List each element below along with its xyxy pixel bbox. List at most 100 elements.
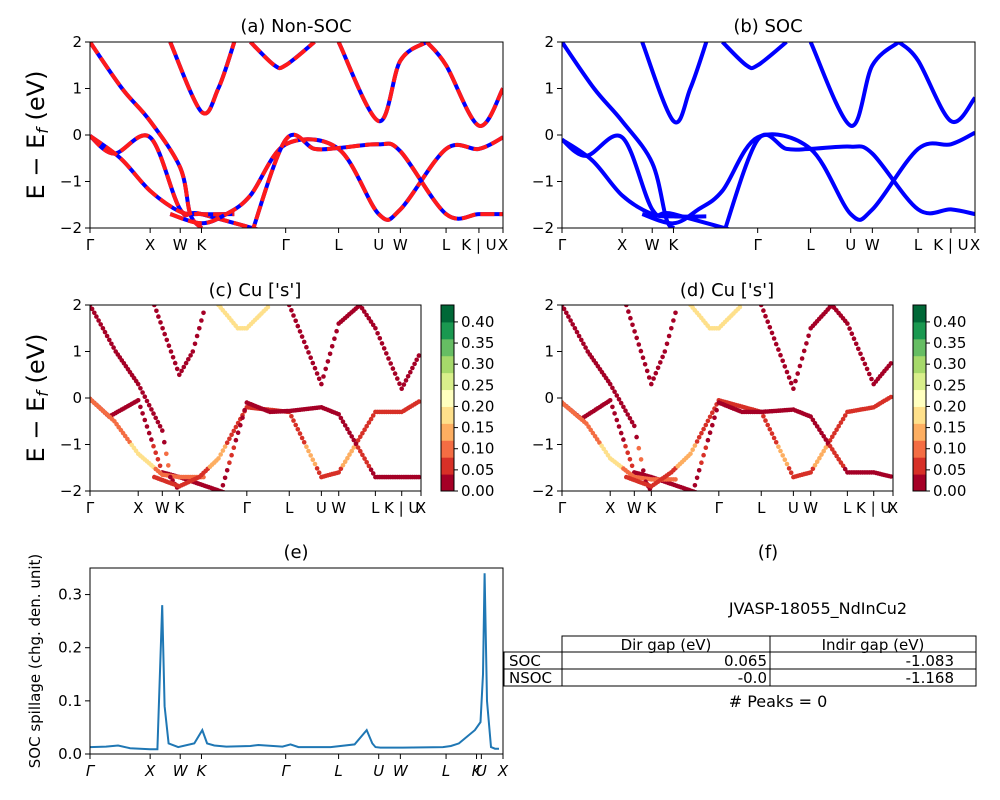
band-point <box>347 452 352 457</box>
band-point <box>216 498 221 503</box>
band-point <box>888 474 893 479</box>
band-point <box>767 427 773 432</box>
band-point <box>644 368 650 374</box>
panel-e-xtick-label: X <box>497 762 509 780</box>
band-point <box>222 475 228 481</box>
band-point <box>162 331 167 337</box>
band-point <box>168 474 173 480</box>
band-point <box>227 460 232 466</box>
band-point <box>172 360 178 366</box>
band-point <box>812 463 818 468</box>
colorbar-tick-label: 0.40 <box>933 313 966 331</box>
band-point <box>821 434 826 439</box>
band-point <box>614 417 620 423</box>
panel-b-ytick-label: 0 <box>544 126 554 144</box>
panel-e-frame <box>89 567 504 755</box>
band-point <box>773 440 779 445</box>
band-point <box>412 361 417 367</box>
band-point <box>694 475 700 481</box>
band-point <box>699 460 704 466</box>
panel-a-title: (a) Non-SOC <box>240 16 351 37</box>
panel-d-ytick-label: −1 <box>532 436 554 454</box>
band-point <box>336 470 342 475</box>
band-point <box>151 443 156 449</box>
band-point <box>414 357 420 363</box>
colorbar-tick-label: 0.30 <box>933 355 966 373</box>
band-point <box>597 440 602 445</box>
band-point <box>312 461 318 467</box>
band-point <box>144 424 150 429</box>
panel-a-xtick-label: L <box>442 236 451 254</box>
table-row <box>503 668 977 687</box>
band-point <box>763 313 768 319</box>
band-point <box>235 430 241 436</box>
band-point <box>197 326 202 331</box>
band-point <box>801 348 807 354</box>
band-point <box>823 445 829 450</box>
panel-c-xtick-label: K <box>174 499 185 517</box>
band-point <box>704 494 709 499</box>
colorbar-segment <box>913 406 926 424</box>
band-point <box>786 375 792 380</box>
panel-d-xtick-label: Γ <box>558 499 567 517</box>
band-point <box>636 342 642 347</box>
band-line-dash-1 <box>90 134 235 217</box>
band-point <box>349 448 355 454</box>
band-point <box>566 314 571 319</box>
panel-a-ytick-label: −2 <box>60 219 82 237</box>
band-point <box>703 445 709 451</box>
band-point <box>690 447 695 453</box>
band-point <box>616 397 622 402</box>
band-point <box>160 428 165 433</box>
colorbar-tick-label: 0.10 <box>461 440 494 458</box>
band-point <box>799 356 805 361</box>
band-point <box>416 353 421 358</box>
band-point <box>155 457 161 462</box>
band-point <box>140 411 145 416</box>
band-point <box>776 347 781 352</box>
band-line-5 <box>251 132 503 228</box>
colorbar-segment <box>441 474 454 492</box>
band-point <box>832 431 837 436</box>
band-point <box>607 381 613 387</box>
panel-e-xtick-label: Γ <box>281 762 291 780</box>
panel-c-xtick-label: W <box>155 499 170 517</box>
panel-b-xtick-label: W <box>645 236 660 254</box>
band-point <box>632 329 637 334</box>
colorbar-segment <box>913 372 926 391</box>
band-point <box>236 495 241 500</box>
band-point <box>673 477 678 482</box>
band-line-5 <box>723 132 975 228</box>
band-point <box>351 437 357 443</box>
band-point <box>155 419 161 425</box>
band-point <box>788 380 794 386</box>
band-line-4 <box>169 135 503 226</box>
band-point <box>289 414 294 419</box>
band-point <box>840 416 846 422</box>
band-point <box>646 375 652 380</box>
band-point <box>416 399 421 404</box>
table-cell-dir: -0.0 <box>738 669 767 687</box>
panel-a-xtick-label: W <box>393 236 408 254</box>
band-point <box>162 439 167 445</box>
panel-b-xtick-label: Γ <box>753 236 762 254</box>
band-point <box>336 412 342 417</box>
band-line-dash-2 <box>90 42 204 228</box>
band-point <box>138 386 143 391</box>
panel-b-xtick-label: U <box>845 236 856 254</box>
band-point <box>370 471 376 476</box>
panel-b-ytick-label: 2 <box>544 33 554 51</box>
band-point <box>594 437 600 442</box>
band-point <box>199 318 204 323</box>
band-point <box>621 437 626 442</box>
panel-a-xtick-label: L <box>334 236 343 254</box>
panel-e-xtick-label: Γ <box>86 762 96 780</box>
band-point <box>581 341 586 347</box>
band-point <box>299 435 305 441</box>
band-line-dash-3 <box>168 42 237 116</box>
band-point <box>708 495 713 500</box>
band-point <box>669 326 674 331</box>
